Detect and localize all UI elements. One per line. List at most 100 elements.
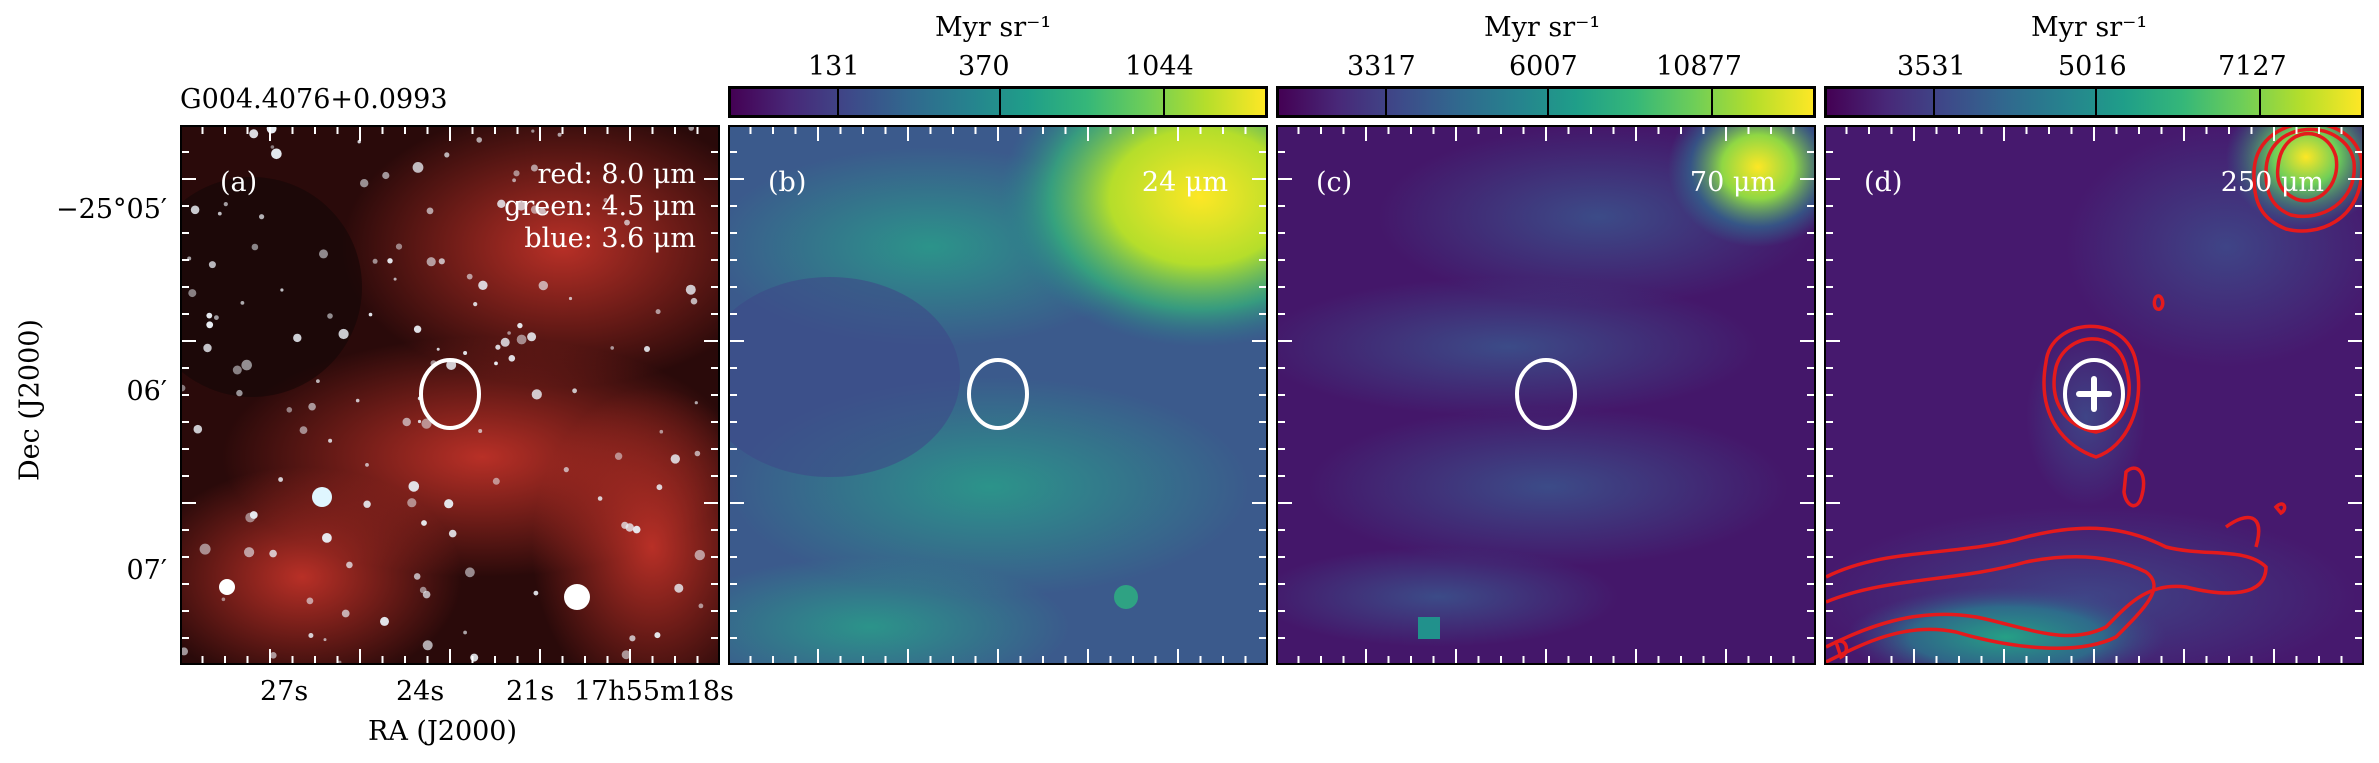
star bbox=[476, 137, 483, 143]
star bbox=[614, 452, 623, 460]
colorbar-d bbox=[1824, 86, 2364, 118]
star bbox=[513, 170, 520, 177]
star bbox=[206, 321, 214, 329]
colorbar-b bbox=[728, 86, 1268, 118]
star bbox=[478, 280, 488, 290]
star bbox=[357, 140, 361, 144]
star bbox=[382, 171, 390, 180]
star bbox=[517, 322, 523, 329]
panel-c-label: (c) bbox=[1316, 167, 1353, 198]
star bbox=[223, 202, 228, 207]
colorbar-c bbox=[1276, 86, 1816, 118]
dec-tick-06: 06′ bbox=[126, 376, 168, 407]
cbar-b-tick-3: 1044 bbox=[1125, 51, 1194, 82]
star bbox=[187, 256, 192, 261]
star bbox=[563, 467, 569, 473]
star bbox=[270, 652, 277, 659]
panel-a-legend-green: green: 4.5 μm bbox=[504, 191, 696, 222]
star bbox=[538, 280, 548, 291]
panel-c-wavelength: 70 μm bbox=[1689, 167, 1776, 198]
star bbox=[395, 243, 403, 250]
star bbox=[328, 438, 333, 443]
star bbox=[232, 365, 242, 375]
cbar-b-tick-1: 131 bbox=[808, 51, 860, 82]
star bbox=[393, 277, 397, 281]
star bbox=[421, 520, 427, 526]
star bbox=[360, 179, 369, 188]
star bbox=[629, 635, 636, 642]
star bbox=[426, 257, 436, 267]
star bbox=[308, 633, 314, 638]
star bbox=[688, 127, 694, 131]
star bbox=[355, 398, 360, 403]
star bbox=[603, 198, 608, 203]
star bbox=[531, 389, 542, 400]
star bbox=[199, 543, 211, 555]
star bbox=[244, 547, 255, 558]
ra-tick-21s: 21s bbox=[506, 676, 555, 707]
star bbox=[497, 199, 506, 208]
star bbox=[436, 347, 440, 351]
star bbox=[670, 454, 680, 464]
source-name: G004.4076+0.0993 bbox=[180, 84, 448, 115]
panel-a-rgb-image: (a) red: 8.0 μm green: 4.5 μm blue: 3.6 … bbox=[180, 125, 720, 665]
star bbox=[363, 500, 371, 508]
star bbox=[473, 302, 478, 307]
panel-b-label: (b) bbox=[768, 167, 807, 198]
contour-lines bbox=[1826, 127, 2362, 663]
star bbox=[685, 284, 696, 295]
star bbox=[368, 312, 373, 317]
star bbox=[516, 200, 527, 211]
star bbox=[421, 418, 432, 429]
panel-a-label: (a) bbox=[220, 167, 258, 198]
panel-d-250um-map: (d) 250 μm bbox=[1824, 125, 2364, 665]
star bbox=[259, 214, 265, 220]
star bbox=[538, 208, 546, 216]
star bbox=[625, 523, 634, 532]
star bbox=[188, 289, 197, 298]
source-marker bbox=[2076, 376, 2112, 412]
star bbox=[214, 315, 219, 320]
dec-tick-05: −25°05′ bbox=[56, 194, 167, 225]
star bbox=[249, 129, 259, 139]
star bbox=[271, 148, 282, 160]
star bbox=[444, 152, 450, 158]
star bbox=[338, 660, 342, 663]
star bbox=[380, 616, 389, 626]
panel-a-legend-blue: blue: 3.6 μm bbox=[524, 223, 696, 254]
star bbox=[494, 361, 498, 366]
star bbox=[674, 583, 684, 593]
star bbox=[508, 355, 516, 362]
star bbox=[323, 638, 327, 642]
star bbox=[690, 297, 698, 305]
y-axis-label: Dec (J2000) bbox=[14, 319, 46, 481]
star bbox=[527, 332, 537, 342]
x-axis-label: RA (J2000) bbox=[368, 716, 518, 747]
star bbox=[341, 609, 350, 618]
star bbox=[659, 429, 664, 434]
star bbox=[632, 525, 641, 534]
cbar-d-tick-1: 3531 bbox=[1897, 51, 1966, 82]
cbar-c-tick-3: 10877 bbox=[1656, 51, 1742, 82]
star bbox=[507, 331, 511, 335]
star bbox=[438, 258, 445, 265]
star bbox=[206, 312, 213, 319]
star bbox=[694, 450, 701, 457]
star bbox=[568, 296, 573, 301]
star bbox=[500, 337, 510, 347]
star bbox=[327, 313, 333, 319]
star bbox=[251, 243, 259, 251]
star bbox=[492, 477, 500, 485]
star bbox=[610, 346, 614, 350]
star bbox=[426, 207, 434, 215]
star bbox=[654, 632, 661, 639]
panel-d-wavelength: 250 μm bbox=[2220, 167, 2324, 198]
star bbox=[278, 477, 283, 482]
cbar-c-tick-1: 3317 bbox=[1347, 51, 1416, 82]
star bbox=[533, 590, 539, 596]
star bbox=[463, 630, 467, 635]
star bbox=[422, 640, 433, 651]
star bbox=[270, 145, 275, 149]
star bbox=[193, 424, 203, 434]
star bbox=[465, 567, 475, 578]
